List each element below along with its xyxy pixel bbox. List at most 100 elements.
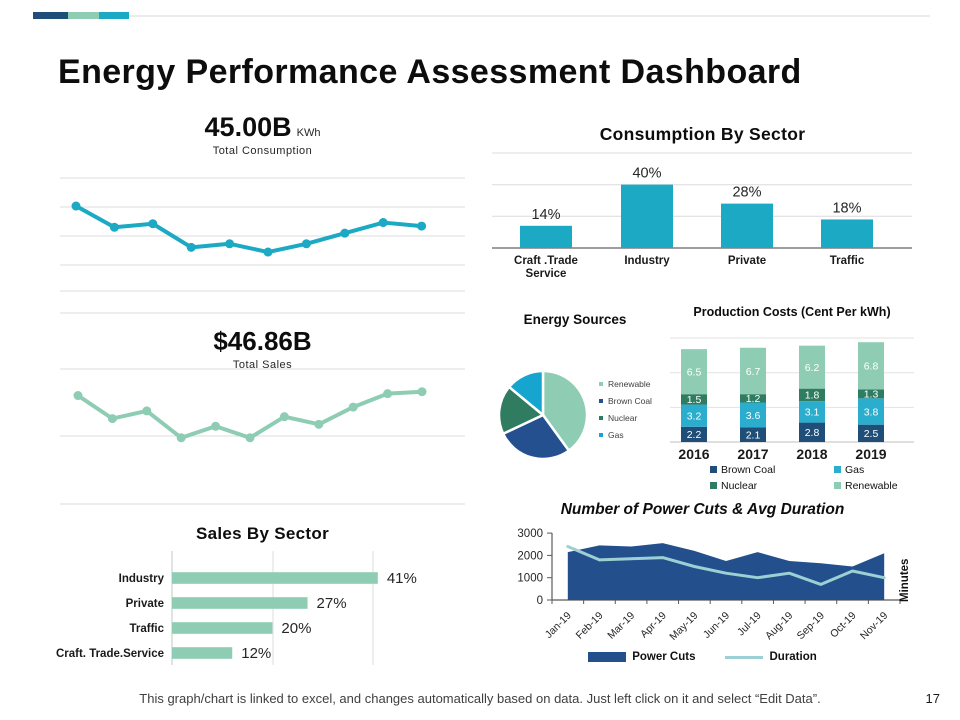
svg-text:Traffic: Traffic — [830, 255, 865, 267]
energy-sources-title: Energy Sources — [523, 312, 627, 327]
svg-text:Private: Private — [728, 255, 766, 267]
consumption-by-sector-title: Consumption By Sector — [599, 124, 806, 144]
svg-text:Apr-19: Apr-19 — [638, 610, 669, 641]
svg-text:27%: 27% — [317, 595, 347, 612]
accent-line — [33, 15, 930, 17]
svg-text:2.2: 2.2 — [687, 429, 702, 441]
sales-by-sector-bar-chart[interactable]: 41% Industry 27% Private 20% Traffic 12% Craft.… — [56, 548, 465, 670]
total-consumption-line-chart[interactable] — [60, 170, 465, 295]
legend-label-brown-coal: Brown Coal — [608, 396, 652, 406]
legend-label-brown-coal: Brown Coal — [721, 463, 776, 476]
svg-text:Aug-19: Aug-19 — [763, 610, 796, 643]
svg-text:Industry: Industry — [624, 255, 670, 267]
accent-segment-navy — [33, 12, 68, 19]
svg-text:Industry: Industry — [119, 573, 165, 585]
legend-item-renewable: Renewable — [834, 478, 920, 493]
svg-text:Traffic: Traffic — [129, 623, 164, 635]
legend-swatch-nuclear — [599, 416, 603, 420]
accent-bar — [33, 12, 129, 19]
svg-text:Craft .Trade: Craft .Trade — [514, 255, 578, 267]
svg-text:Oct-19: Oct-19 — [828, 610, 859, 641]
svg-text:2.1: 2.1 — [746, 430, 761, 442]
legend-item-duration: Duration — [725, 651, 817, 663]
accent-segment-green — [68, 12, 99, 19]
legend-swatch-gas — [834, 466, 841, 473]
svg-text:2019: 2019 — [855, 446, 886, 462]
svg-text:6.2: 6.2 — [805, 362, 820, 374]
legend-label-gas: Gas — [845, 463, 865, 476]
svg-text:14%: 14% — [531, 207, 560, 223]
svg-text:2.5: 2.5 — [864, 428, 879, 440]
legend-label-power-cuts: Power Cuts — [632, 651, 696, 663]
legend-label-duration: Duration — [769, 651, 817, 663]
total-consumption-kpi: 45.00B KWh Total Consumption — [60, 112, 465, 157]
legend-item-gas: Gas — [599, 430, 652, 440]
svg-text:3.8: 3.8 — [864, 406, 879, 418]
legend-item-nuclear: Nuclear — [599, 413, 652, 423]
svg-text:2017: 2017 — [737, 446, 768, 462]
svg-text:6.8: 6.8 — [864, 361, 879, 373]
footer-note: This graph/chart is linked to excel, and… — [139, 691, 821, 706]
production-costs-title: Production Costs (Cent Per kWh) — [693, 305, 891, 319]
legend-swatch-brown-coal — [710, 466, 717, 473]
total-sales-label: Total Sales — [232, 359, 293, 371]
svg-text:2018: 2018 — [796, 446, 827, 462]
legend-label-gas: Gas — [608, 430, 624, 440]
svg-text:3.6: 3.6 — [746, 410, 761, 422]
energy-sources-pie-chart[interactable] — [497, 369, 589, 461]
svg-text:3.2: 3.2 — [687, 410, 702, 422]
legend-swatch-gas — [599, 433, 603, 437]
legend-swatch-brown-coal — [599, 399, 603, 403]
svg-text:May-19: May-19 — [667, 610, 700, 643]
legend-swatch-duration — [725, 655, 764, 659]
legend-swatch-renewable — [599, 382, 603, 386]
svg-text:Feb-19: Feb-19 — [574, 610, 606, 642]
svg-text:Jul-19: Jul-19 — [735, 610, 764, 639]
svg-text:2.8: 2.8 — [805, 427, 820, 439]
legend-label-renewable: Renewable — [845, 479, 898, 492]
minutes-axis-label: Minutes — [899, 558, 911, 602]
svg-text:Sep-19: Sep-19 — [795, 610, 828, 643]
legend-item-gas: Gas — [834, 462, 920, 477]
svg-text:40%: 40% — [632, 166, 661, 182]
svg-text:Nov-19: Nov-19 — [858, 610, 891, 643]
svg-text:12%: 12% — [241, 645, 271, 662]
svg-text:6.7: 6.7 — [746, 366, 761, 378]
svg-text:1.2: 1.2 — [746, 393, 761, 405]
svg-text:Jan-19: Jan-19 — [543, 610, 574, 641]
legend-item-power-cuts: Power Cuts — [588, 651, 695, 663]
svg-text:3000: 3000 — [517, 528, 543, 540]
total-sales-line-chart[interactable] — [60, 308, 465, 508]
svg-text:Craft. Trade.Service: Craft. Trade.Service — [56, 648, 164, 660]
legend-swatch-nuclear — [710, 482, 717, 489]
svg-text:3.1: 3.1 — [805, 407, 820, 419]
production-costs-legend: Brown Coal Gas Nuclear Renewable — [664, 462, 920, 493]
svg-text:28%: 28% — [732, 185, 761, 201]
legend-label-nuclear: Nuclear — [608, 413, 638, 423]
legend-item-renewable: Renewable — [599, 379, 652, 389]
production-costs-stacked-bar-chart[interactable]: 2.2 3.2 1.5 6.5 2016 2.1 3.6 1.2 6.7 2017 2.8 3.1 1.… — [664, 330, 920, 462]
total-consumption-unit: KWh — [296, 127, 321, 139]
svg-text:1.5: 1.5 — [687, 394, 702, 406]
energy-sources-legend: Renewable Brown Coal Nuclear Gas — [599, 379, 652, 447]
legend-label-nuclear: Nuclear — [721, 479, 758, 492]
svg-text:1.8: 1.8 — [805, 390, 820, 402]
svg-text:1.3: 1.3 — [864, 389, 879, 401]
svg-text:1000: 1000 — [517, 573, 543, 585]
page-number: 17 — [925, 691, 940, 706]
svg-text:2016: 2016 — [678, 446, 709, 462]
sales-by-sector-title: Sales By Sector — [195, 524, 329, 543]
legend-item-brown-coal: Brown Coal — [710, 462, 834, 477]
power-cuts-area-chart[interactable]: 0 1000 2000 3000 Jan-19 Feb-19 Mar-19 Apr-19May… — [480, 520, 925, 652]
total-consumption-label: Total Consumption — [212, 145, 313, 157]
svg-text:Private: Private — [126, 598, 164, 610]
svg-text:18%: 18% — [832, 200, 861, 216]
svg-text:20%: 20% — [281, 620, 311, 637]
legend-swatch-renewable — [834, 482, 841, 489]
total-sales-kpi: $46.86B Total Sales — [60, 326, 465, 371]
svg-text:41%: 41% — [387, 570, 417, 587]
total-consumption-value: 45.00B — [204, 112, 292, 142]
legend-item-nuclear: Nuclear — [710, 478, 834, 493]
